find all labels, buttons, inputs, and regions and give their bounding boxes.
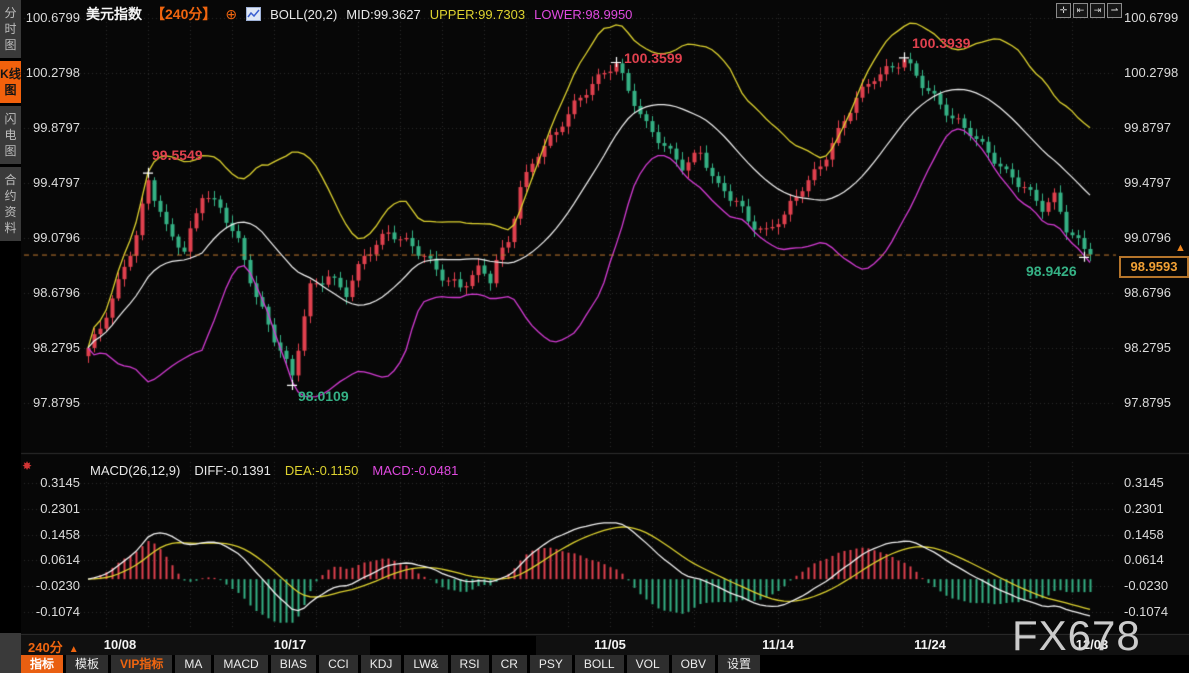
date-axis-black-bar <box>370 636 536 655</box>
axis-label: 97.8795 <box>1124 395 1186 410</box>
macd-axis-label: -0.1074 <box>22 604 80 619</box>
axis-label: 98.6796 <box>1124 285 1186 300</box>
chart-header: 美元指数 【240分】 ⊕ BOLL(20,2) MID:99.3627 UPP… <box>86 4 632 24</box>
indicator-obv[interactable]: OBV <box>672 655 715 673</box>
axis-label: 100.2798 <box>1124 65 1186 80</box>
tab-vip-indicator[interactable]: VIP指标 <box>111 655 172 673</box>
price-up-arrow: ▲ <box>1175 242 1186 254</box>
page-right-icon[interactable]: ⇀ <box>1107 3 1122 18</box>
peak-price-label-2: 100.3599 <box>624 50 682 66</box>
compress-x-icon[interactable]: ⇤ <box>1073 3 1088 18</box>
chart-type-icon[interactable] <box>246 7 261 21</box>
axis-label: 100.2798 <box>22 65 80 80</box>
date-tick: 11/05 <box>594 637 626 652</box>
date-tick: 10/17 <box>274 637 307 652</box>
indicator-rsi[interactable]: RSI <box>451 655 489 673</box>
macd-axis-label: 0.0614 <box>1124 552 1186 567</box>
axis-label: 98.2795 <box>22 340 80 355</box>
macd-axis-label: 0.2301 <box>1124 501 1186 516</box>
macd-axis-label: 0.3145 <box>22 475 80 490</box>
macd-axis-label: -0.0230 <box>22 578 80 593</box>
period-arrow-icon: ▲ <box>69 644 79 655</box>
period-selector[interactable]: 240分▲ <box>28 637 79 656</box>
indicator-bias[interactable]: BIAS <box>271 655 316 673</box>
macd-axis-label: 0.1458 <box>22 527 80 542</box>
axis-label: 97.8795 <box>22 395 80 410</box>
boll-upper-value: UPPER:99.7303 <box>430 7 525 22</box>
expand-x-icon[interactable]: ⇥ <box>1090 3 1105 18</box>
axis-label: 99.8797 <box>1124 120 1186 135</box>
indicator-ma[interactable]: MA <box>175 655 211 673</box>
low-price-label-2: 98.9426 <box>1026 263 1077 279</box>
current-price-box: 98.9593 <box>1119 256 1189 278</box>
sidebar: 分时图 K线图 闪电图 合约资料 <box>0 0 21 673</box>
indicator-cr[interactable]: CR <box>492 655 527 673</box>
macd-axis-label: 0.1458 <box>1124 527 1186 542</box>
axis-label: 98.6796 <box>22 285 80 300</box>
axis-label: 99.4797 <box>1124 175 1186 190</box>
low-price-label-1: 98.0109 <box>298 388 349 404</box>
indicator-kdj[interactable]: KDJ <box>361 655 402 673</box>
date-tick: 11/24 <box>914 637 946 652</box>
trading-app: 分时图 K线图 闪电图 合约资料 美元指数 【240分】 ⊕ BOLL(20,2… <box>0 0 1189 673</box>
indicator-vol[interactable]: VOL <box>627 655 669 673</box>
macd-dea-value: DEA:-0.1150 <box>285 463 358 478</box>
period-label: 【240分】 <box>151 4 216 24</box>
sidebar-footer <box>0 633 21 673</box>
symbol-title: 美元指数 <box>86 4 142 24</box>
indicator-macd[interactable]: MACD <box>214 655 267 673</box>
axis-label: 100.6799 <box>1124 10 1186 25</box>
indicator-boll[interactable]: BOLL <box>575 655 624 673</box>
peak-price-label-3: 100.3939 <box>912 35 970 51</box>
axis-label: 99.0796 <box>22 230 80 245</box>
axis-label: 100.6799 <box>22 10 80 25</box>
macd-header: MACD(26,12,9) DIFF:-0.1391 DEA:-0.1150 M… <box>90 463 458 478</box>
indicator-psy[interactable]: PSY <box>530 655 572 673</box>
boll-lower-value: LOWER:98.9950 <box>534 7 632 22</box>
add-indicator-icon[interactable]: ⊕ <box>225 6 237 23</box>
chart-canvas[interactable] <box>0 0 1189 673</box>
pan-icon[interactable]: ✛ <box>1056 3 1071 18</box>
indicator-lw[interactable]: LW& <box>404 655 447 673</box>
macd-label: MACD(26,12,9) <box>90 463 180 478</box>
date-tick: 10/08 <box>104 637 137 652</box>
macd-axis-label: 0.2301 <box>22 501 80 516</box>
tab-indicator[interactable]: 指标 <box>21 655 63 673</box>
sidebar-item-time-chart[interactable]: 分时图 <box>0 0 21 58</box>
sidebar-item-contract-info[interactable]: 合约资料 <box>0 167 21 241</box>
macd-hist-value: MACD:-0.0481 <box>372 463 458 478</box>
macd-axis-label: 0.0614 <box>22 552 80 567</box>
macd-axis-label: -0.0230 <box>1124 578 1186 593</box>
sidebar-item-flash-chart[interactable]: 闪电图 <box>0 106 21 164</box>
fx678-watermark: FX678 <box>1012 612 1141 660</box>
macd-settings-icon[interactable]: ✸ <box>22 459 32 473</box>
window-controls: ✛ ⇤ ⇥ ⇀ <box>1056 3 1122 18</box>
tab-template[interactable]: 模板 <box>66 655 108 673</box>
axis-label: 98.2795 <box>1124 340 1186 355</box>
macd-diff-value: DIFF:-0.1391 <box>194 463 271 478</box>
axis-label: 99.8797 <box>22 120 80 135</box>
indicator-cci[interactable]: CCI <box>319 655 358 673</box>
boll-mid-value: MID:99.3627 <box>346 7 420 22</box>
boll-label: BOLL(20,2) <box>270 7 337 22</box>
axis-label: 99.4797 <box>22 175 80 190</box>
settings-button[interactable]: 设置 <box>718 655 760 673</box>
macd-axis-label: 0.3145 <box>1124 475 1186 490</box>
sidebar-item-kline-chart[interactable]: K线图 <box>0 61 21 103</box>
peak-price-label-1: 99.5549 <box>152 147 203 163</box>
date-tick: 11/14 <box>762 637 794 652</box>
